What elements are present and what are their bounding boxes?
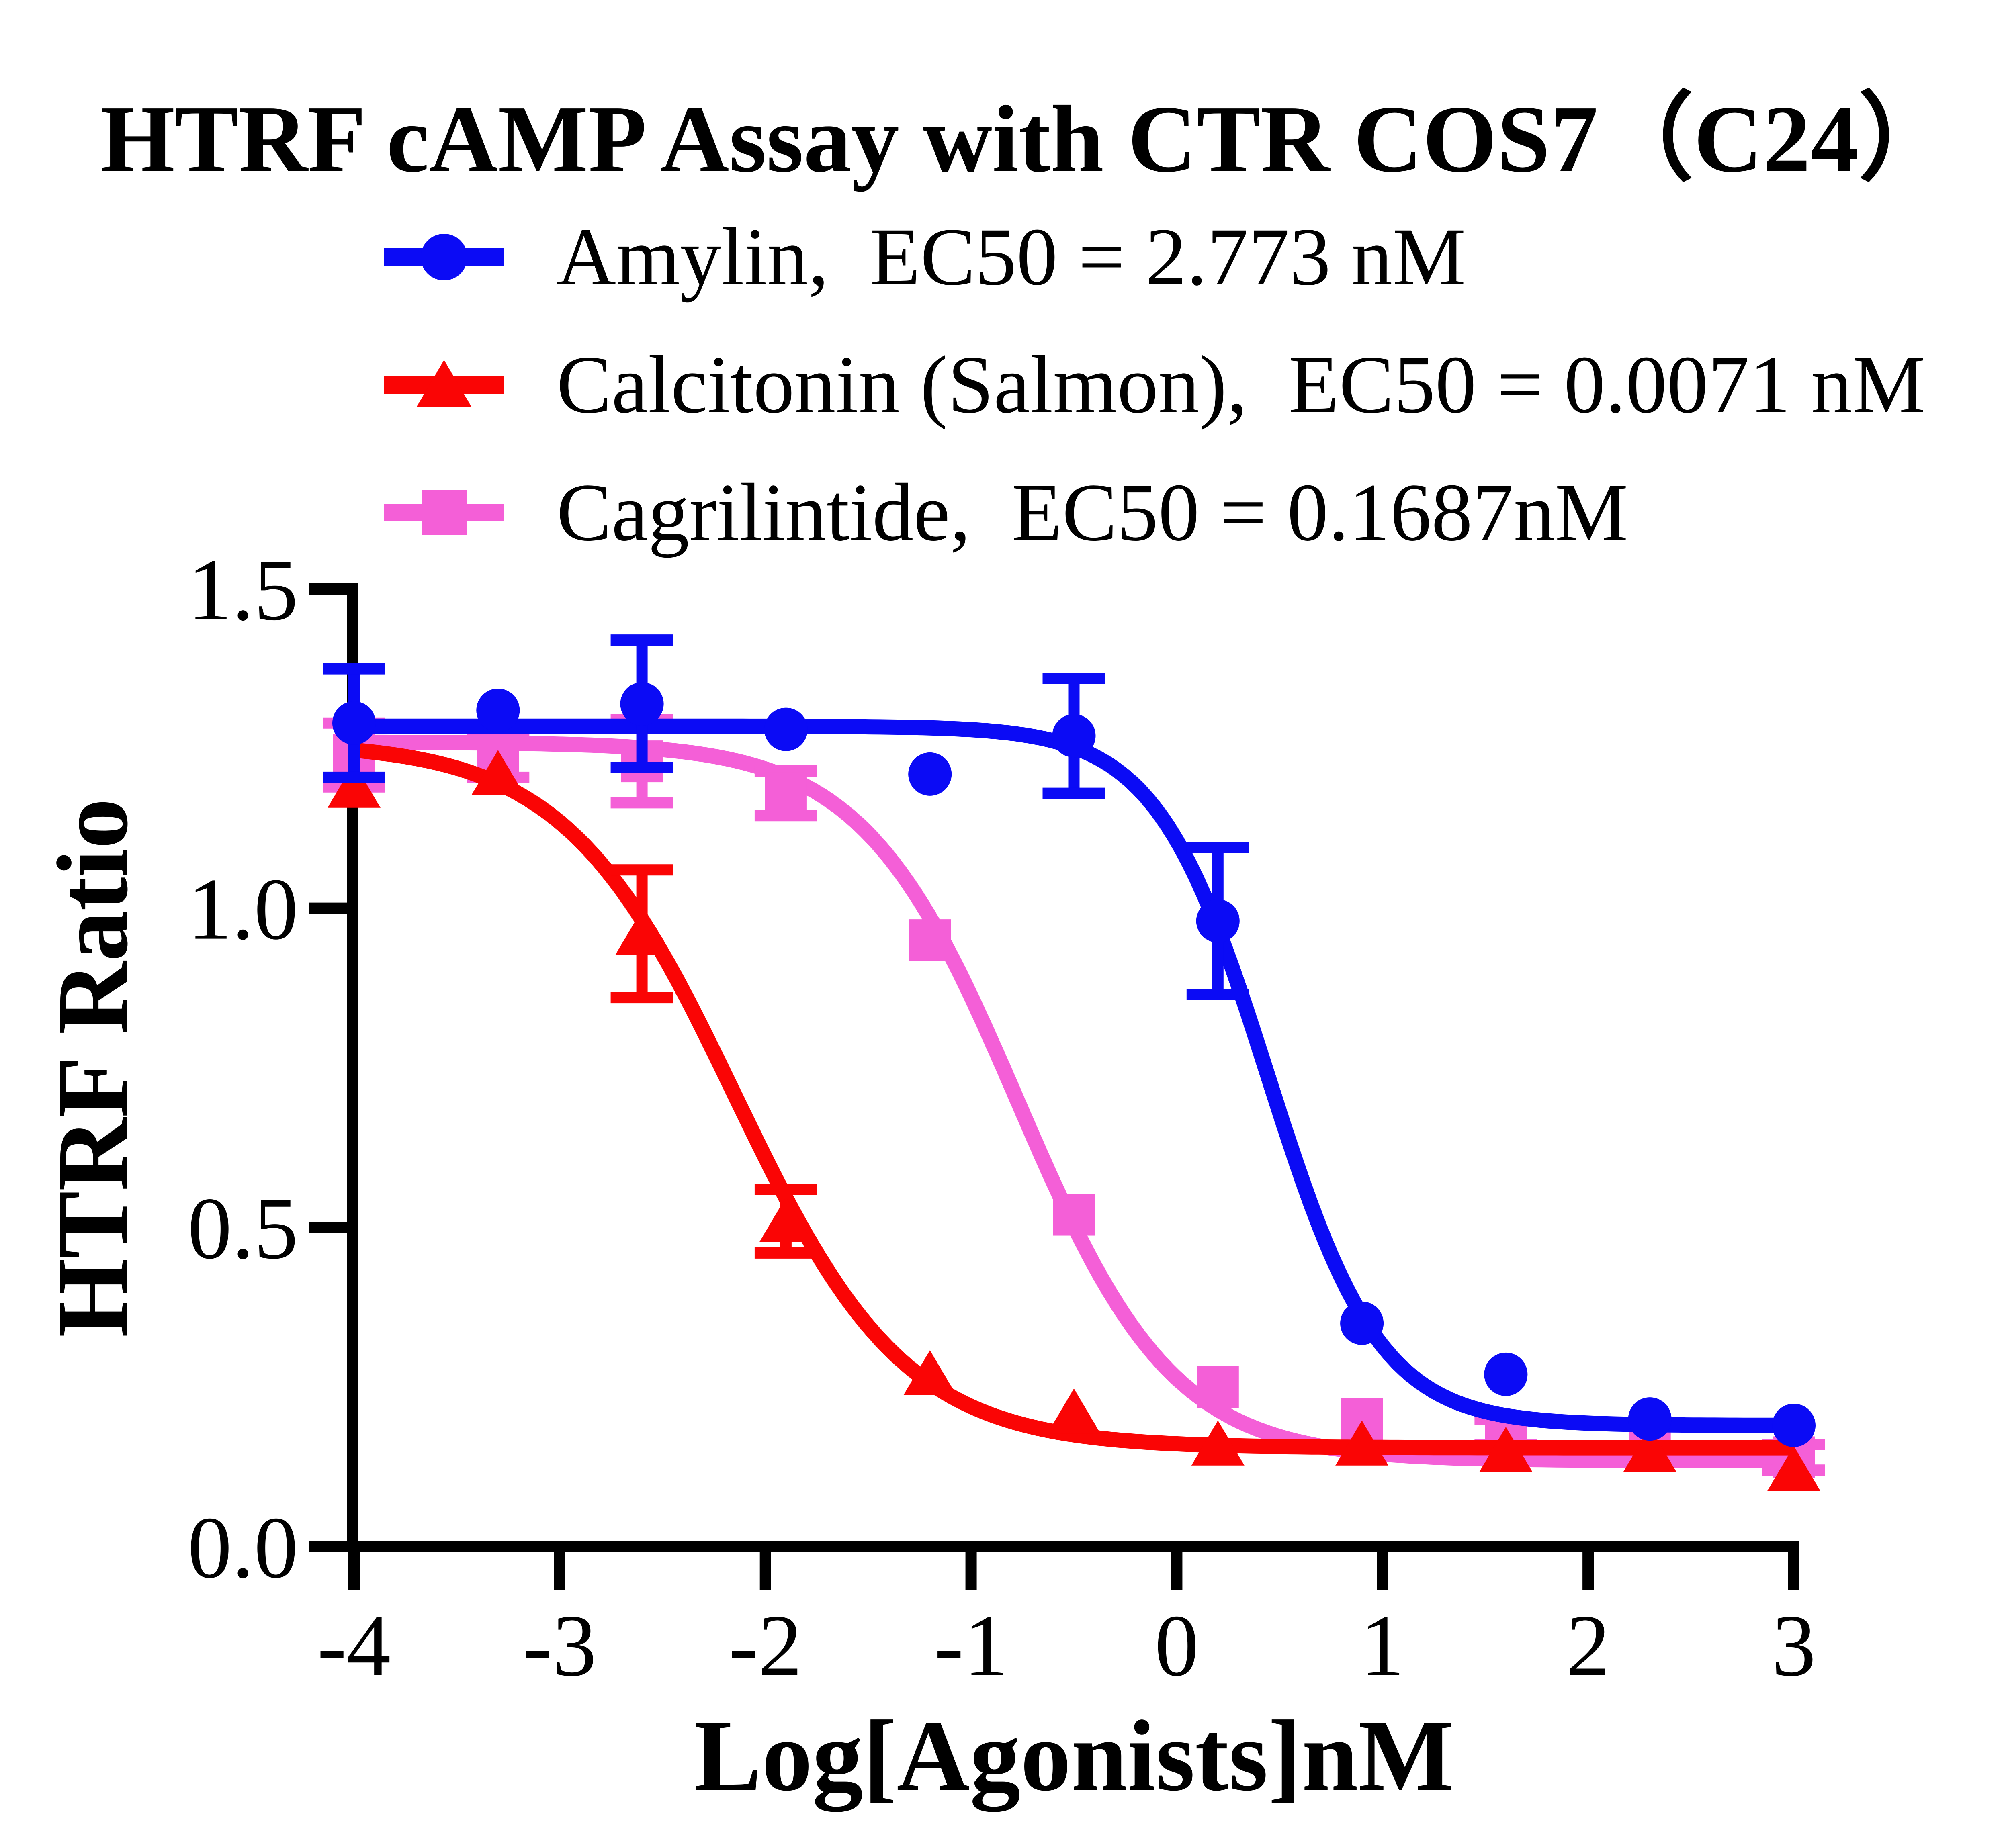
svg-text:-3: -3: [523, 1597, 596, 1695]
svg-text:2: 2: [1566, 1597, 1610, 1695]
legend-item-cagrilintide: Cagrilintide, EC50 = 0.1687nM: [382, 462, 1628, 563]
svg-text:1.0: 1.0: [188, 860, 298, 958]
data-points-cagrilintide: [333, 734, 1815, 1478]
chart-title: HTRF cAMP Assay with CTR COS7（C24）: [100, 86, 1954, 192]
svg-text:-4: -4: [317, 1597, 391, 1695]
calcitonin-triangle-icon: [384, 360, 504, 407]
legend-label: Amylin, EC50 = 2.773 nM: [557, 211, 1466, 303]
data-points-calcitonin-salmon-: [328, 750, 1820, 1491]
amylin-circle-icon: [384, 234, 504, 280]
error-bars: [610, 864, 817, 1259]
svg-text:3: 3: [1772, 1597, 1816, 1695]
svg-text:0: 0: [1154, 1597, 1199, 1695]
error-bars: [323, 714, 1825, 1476]
svg-text:-2: -2: [729, 1597, 802, 1695]
y-axis-title: HTRF Ratio: [36, 798, 149, 1337]
y-tick-labels: 0.0 0.5 1.0 1.5: [188, 541, 298, 1597]
x-axis-title: Log[Agonists]nM: [694, 1699, 1453, 1812]
legend-item-amylin: Amylin, EC50 = 2.773 nM: [382, 207, 1466, 307]
legend-label: Calcitonin (Salmon), EC50 = 0.0071 nM: [557, 339, 1926, 430]
fit-curve-cagrilintide: [354, 734, 1794, 1468]
svg-text:0.5: 0.5: [188, 1179, 298, 1277]
fit-curve-calcitonin-salmon-: [353, 742, 1794, 1456]
cagrilintide-square-icon: [384, 490, 504, 535]
svg-text:0.0: 0.0: [188, 1498, 298, 1597]
x-tick-labels: -4 -3 -2 -1 0 1 2 3: [317, 1597, 1816, 1695]
svg-text:1: 1: [1360, 1597, 1404, 1695]
legend-label: Cagrilintide, EC50 = 0.1687nM: [557, 467, 1628, 558]
legend-item-calcitonin: Calcitonin (Salmon), EC50 = 0.0071 nM: [382, 335, 1926, 435]
svg-text:1.5: 1.5: [188, 541, 298, 639]
svg-text:-1: -1: [934, 1597, 1008, 1695]
data-points-amylin: [332, 682, 1816, 1447]
